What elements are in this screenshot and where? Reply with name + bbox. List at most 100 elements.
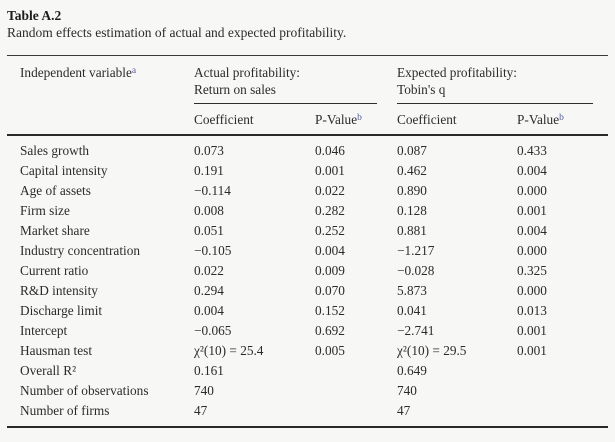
coefficient-value: χ²(10) = 29.5 [397, 343, 467, 358]
table-body: Sales growth 0.073 0.046 0.087 0.433 Cap… [7, 136, 608, 428]
p-value [315, 381, 397, 401]
coefficient-value: 0.462 [397, 163, 427, 178]
table-caption: Random effects estimation of actual and … [7, 25, 347, 40]
p-value: 0.000 [517, 243, 547, 258]
subheader-coefficient-2: Coefficient [397, 112, 457, 127]
coefficient-value: 0.890 [397, 183, 427, 198]
coefficient-value: 47 [194, 403, 208, 418]
p-value: 0.252 [315, 223, 345, 238]
table-row: Number of firms 47 47 [7, 401, 608, 421]
p-value: 0.001 [517, 343, 547, 358]
table-row: R&D intensity 0.294 0.070 5.873 0.000 [7, 281, 608, 301]
p-value: 0.282 [315, 203, 345, 218]
table-row: Sales growth 0.073 0.046 0.087 0.433 [7, 141, 608, 161]
coefficient-value: 0.008 [194, 203, 224, 218]
table-row: Intercept −0.065 0.692 −2.741 0.001 [7, 321, 608, 341]
p-value: 0.692 [315, 323, 345, 338]
coefficient-value: 740 [194, 383, 214, 398]
p-value [315, 361, 397, 381]
table-row: Current ratio 0.022 0.009 −0.028 0.325 [7, 261, 608, 281]
statistics-table: Independent variablea Actual profitabili… [7, 55, 608, 428]
p-value: 0.022 [315, 183, 345, 198]
table-header: Independent variablea Actual profitabili… [7, 56, 608, 136]
coefficient-value: 0.041 [397, 303, 427, 318]
row-label: Sales growth [20, 143, 90, 158]
table-row: Capital intensity 0.191 0.001 0.462 0.00… [7, 161, 608, 181]
p-value [517, 401, 608, 421]
coefficient-value: 0.649 [397, 363, 427, 378]
coefficient-value: 0.087 [397, 143, 427, 158]
coefficient-value: 0.881 [397, 223, 427, 238]
coefficient-value: χ²(10) = 25.4 [194, 343, 264, 358]
p-value: 0.013 [517, 303, 547, 318]
header-independent-variable: Independent variablea [7, 56, 194, 104]
p-value: 0.001 [315, 163, 345, 178]
p-value [517, 361, 608, 381]
group2-line2: Tobin's q [397, 82, 446, 97]
row-label: R&D intensity [20, 283, 98, 298]
p-value: 0.000 [517, 183, 547, 198]
table-row: Hausman test χ²(10) = 25.4 0.005 χ²(10) … [7, 341, 608, 361]
coefficient-value: −2.741 [397, 323, 435, 338]
group2-line1: Expected profitability: [397, 65, 518, 80]
subheader-coefficient-1: Coefficient [194, 112, 254, 127]
subheader-pvalue-2: P-Valueb [517, 104, 608, 134]
table-row: Market share 0.051 0.252 0.881 0.004 [7, 221, 608, 241]
coefficient-value: −0.105 [194, 243, 232, 258]
row-label: Intercept [20, 323, 68, 338]
coefficient-value: −0.028 [397, 263, 435, 278]
group1-line2: Return on sales [194, 82, 276, 97]
p-value: 0.070 [315, 283, 345, 298]
coefficient-value: −0.065 [194, 323, 232, 338]
row-label: Discharge limit [20, 303, 103, 318]
coefficient-value: −1.217 [397, 243, 435, 258]
table-row: Age of assets −0.114 0.022 0.890 0.000 [7, 181, 608, 201]
p-value: 0.325 [517, 263, 547, 278]
coefficient-value: 0.022 [194, 263, 224, 278]
coefficient-value: −0.114 [194, 183, 231, 198]
subheader-pvalue-2-text: P-Value [517, 112, 560, 127]
p-value: 0.004 [315, 243, 345, 258]
p-value: 0.004 [517, 223, 547, 238]
table-title: Table A.2 [7, 8, 62, 23]
p-value: 0.001 [517, 323, 547, 338]
header-group-expected-profitability: Expected profitability: Tobin's q [397, 56, 593, 104]
coefficient-value: 0.128 [397, 203, 427, 218]
coefficient-value: 0.191 [194, 163, 224, 178]
table-row: Discharge limit 0.004 0.152 0.041 0.013 [7, 301, 608, 321]
p-value: 0.009 [315, 263, 345, 278]
p-value: 0.046 [315, 143, 345, 158]
p-value: 0.001 [517, 203, 547, 218]
header-group-actual-profitability: Actual profitability: Return on sales [194, 56, 377, 104]
header-independent-variable-text: Independent variable [20, 65, 132, 80]
subheader-empty [7, 104, 194, 134]
coefficient-value: 0.073 [194, 143, 224, 158]
table-row: Number of observations 740 740 [7, 381, 608, 401]
group1-line1: Actual profitability: [194, 65, 300, 80]
row-label: Overall R² [20, 363, 77, 378]
p-value [517, 381, 608, 401]
row-label: Age of assets [20, 183, 91, 198]
p-value: 0.004 [517, 163, 547, 178]
footnote-marker-b-1: b [357, 113, 362, 123]
subheader-pvalue-1-text: P-Value [315, 112, 358, 127]
coefficient-value: 0.051 [194, 223, 224, 238]
p-value: 0.433 [517, 143, 547, 158]
coefficient-value: 0.004 [194, 303, 224, 318]
coefficient-value: 47 [397, 403, 411, 418]
footnote-marker-b-2: b [559, 113, 564, 123]
table-row: Overall R² 0.161 0.649 [7, 361, 608, 381]
coefficient-value: 740 [397, 383, 417, 398]
coefficient-value: 5.873 [397, 283, 427, 298]
row-label: Firm size [20, 203, 70, 218]
coefficient-value: 0.294 [194, 283, 224, 298]
row-label: Industry concentration [20, 243, 141, 258]
p-value: 0.000 [517, 283, 547, 298]
row-label: Market share [20, 223, 90, 238]
row-label: Number of firms [20, 403, 110, 418]
p-value [315, 401, 397, 421]
row-label: Number of observations [20, 383, 149, 398]
row-label: Current ratio [20, 263, 89, 278]
p-value: 0.005 [315, 343, 345, 358]
